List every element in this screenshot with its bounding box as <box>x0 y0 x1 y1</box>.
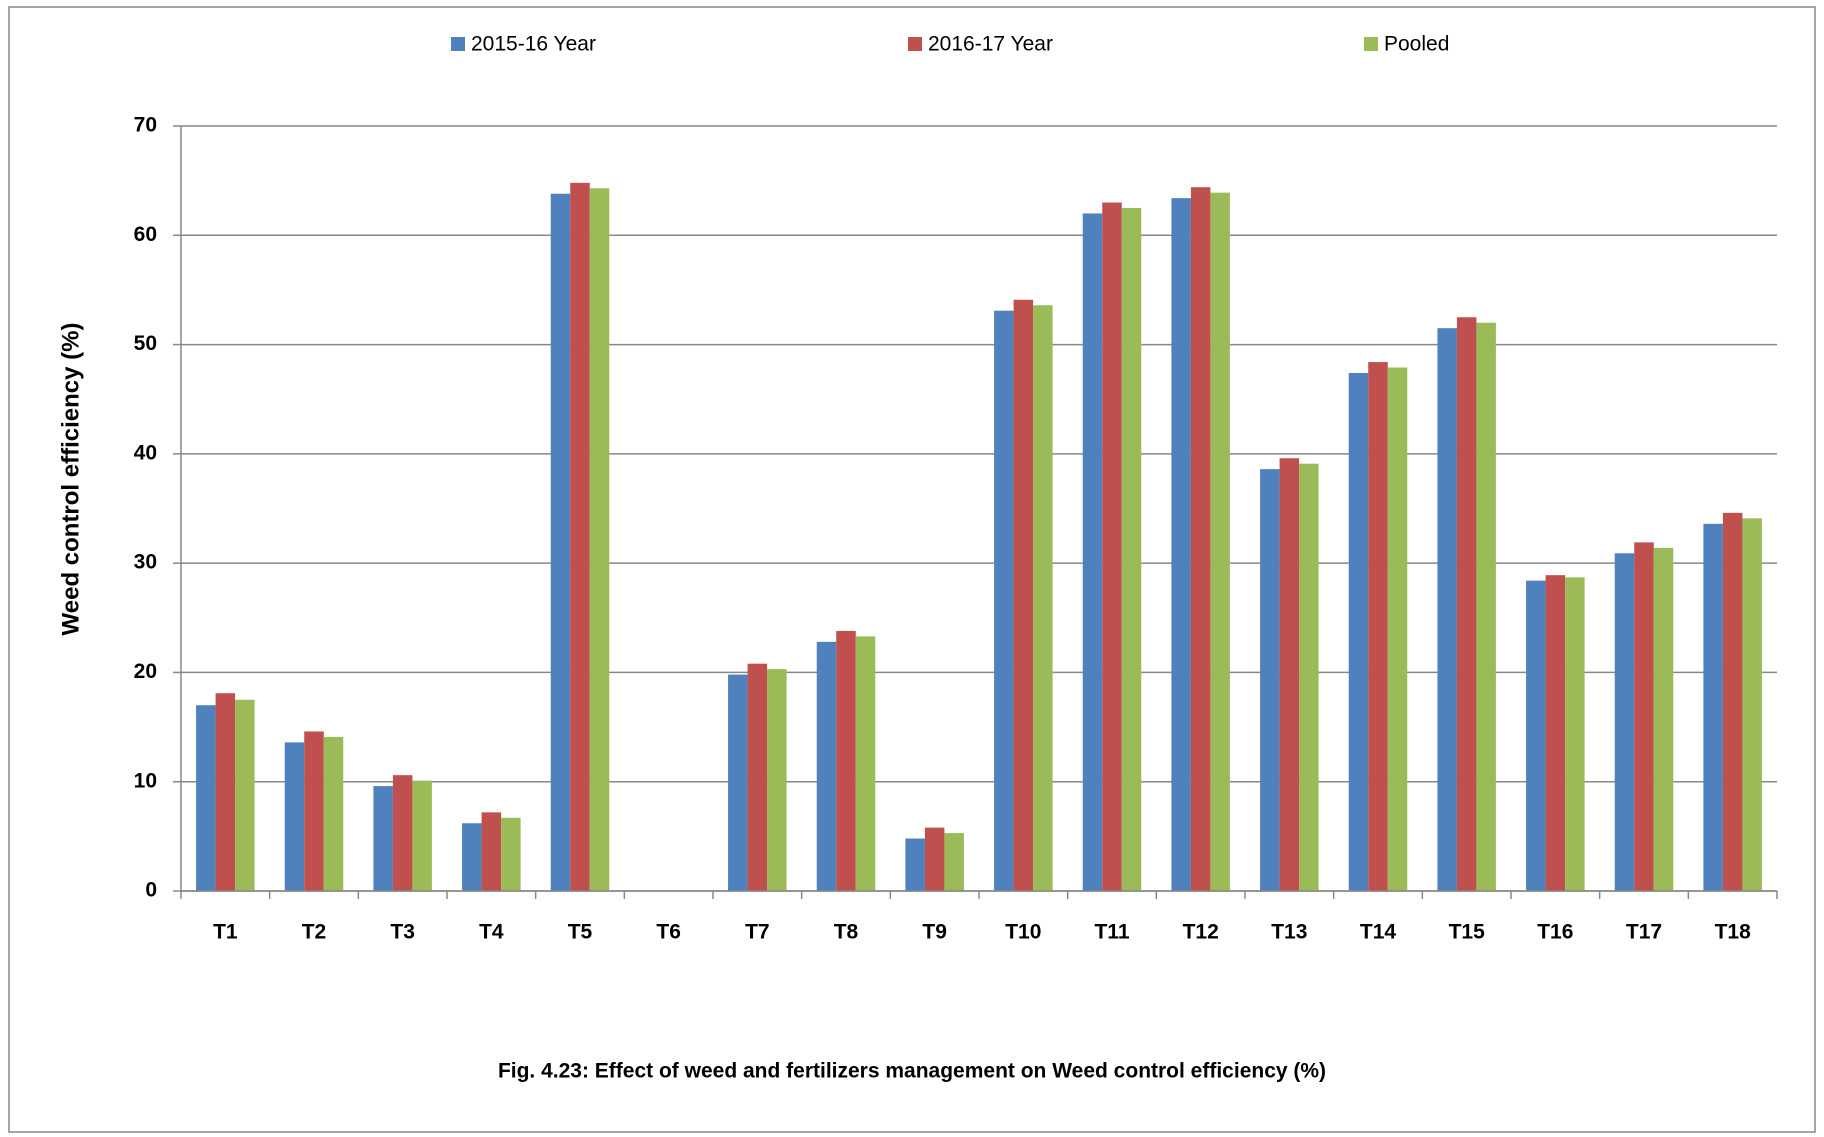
bar <box>462 823 482 891</box>
legend-swatch <box>1364 37 1378 51</box>
bar <box>1368 362 1388 891</box>
bar <box>589 188 610 892</box>
x-tick-label: T8 <box>834 921 859 944</box>
bar <box>1121 207 1142 891</box>
y-tick-label: 30 <box>134 551 157 574</box>
bar <box>392 775 413 891</box>
bar <box>1614 553 1635 891</box>
y-tick-label: 60 <box>134 223 157 246</box>
legend-label: 2016-17 Year <box>928 33 1053 56</box>
legend-swatch <box>908 37 922 51</box>
bar <box>373 786 393 891</box>
legend-label: Pooled <box>1384 33 1449 56</box>
bar <box>1476 322 1496 891</box>
bar <box>1437 328 1457 891</box>
bar <box>215 693 236 891</box>
x-tick-label: T11 <box>1094 921 1129 944</box>
bar <box>1210 192 1230 891</box>
bar <box>1634 542 1654 891</box>
bar <box>235 699 255 891</box>
bar <box>855 636 876 891</box>
x-tick-label: T2 <box>302 921 327 944</box>
y-axis-label: Weed control efficiency (%) <box>57 323 84 636</box>
bar <box>1279 458 1300 891</box>
x-tick-label: T17 <box>1626 921 1662 944</box>
bar <box>1526 580 1546 891</box>
bar <box>767 669 787 891</box>
bar <box>304 731 324 891</box>
bar <box>924 827 945 891</box>
bar <box>1013 299 1034 891</box>
x-tick-label: T13 <box>1271 921 1307 944</box>
bar <box>323 736 344 891</box>
x-tick-label: T16 <box>1537 921 1573 944</box>
bar <box>1260 469 1280 891</box>
bar <box>1299 463 1319 891</box>
x-tick-label: T7 <box>745 921 770 944</box>
bar <box>1742 518 1762 891</box>
y-tick-label: 10 <box>134 769 157 792</box>
x-tick-label: T12 <box>1183 921 1219 944</box>
x-tick-label: T6 <box>656 921 681 944</box>
legend-label: 2015-16 Year <box>471 33 596 56</box>
bar <box>747 663 768 891</box>
bar <box>836 630 856 891</box>
bar <box>1171 198 1191 892</box>
x-tick-label: T9 <box>922 921 947 944</box>
x-tick-label: T14 <box>1360 921 1397 944</box>
x-tick-label: T10 <box>1005 921 1041 944</box>
bar <box>994 310 1014 891</box>
bar <box>1703 523 1723 891</box>
bar <box>196 705 216 891</box>
bar <box>1722 512 1743 891</box>
bar <box>1082 213 1103 891</box>
chart-border <box>8 6 1816 1133</box>
bar <box>501 817 521 891</box>
chart-title: Fig. 4.23: Effect of weed and fertilizer… <box>498 1060 1326 1083</box>
bar <box>1033 305 1053 891</box>
y-tick-label: 50 <box>134 332 157 355</box>
y-tick-label: 20 <box>134 660 157 683</box>
bar <box>728 674 748 891</box>
bar <box>1348 372 1369 891</box>
bar <box>905 838 925 891</box>
bar <box>1545 575 1566 891</box>
x-tick-label: T5 <box>568 921 593 944</box>
x-tick-label: T18 <box>1715 921 1752 944</box>
y-tick-label: 0 <box>145 879 157 902</box>
y-tick-label: 40 <box>134 441 157 464</box>
legend-swatch <box>451 37 465 51</box>
bar <box>1565 577 1585 891</box>
bar <box>550 193 571 891</box>
x-tick-label: T4 <box>479 921 504 944</box>
x-tick-label: T15 <box>1449 921 1486 944</box>
bar <box>1456 317 1477 891</box>
bar <box>944 833 964 891</box>
y-tick-label: 70 <box>134 114 157 137</box>
bar <box>481 812 502 891</box>
bar <box>816 641 837 891</box>
bar <box>570 182 590 892</box>
bar <box>1102 202 1122 891</box>
bar <box>412 780 432 891</box>
bar <box>1653 547 1674 891</box>
bar <box>1190 187 1211 891</box>
bar <box>284 742 305 891</box>
x-tick-label: T3 <box>390 921 415 944</box>
x-tick-label: T1 <box>213 921 238 944</box>
bar <box>1387 367 1408 891</box>
